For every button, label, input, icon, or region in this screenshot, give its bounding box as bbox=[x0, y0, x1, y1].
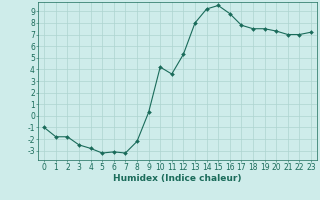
X-axis label: Humidex (Indice chaleur): Humidex (Indice chaleur) bbox=[113, 174, 242, 183]
